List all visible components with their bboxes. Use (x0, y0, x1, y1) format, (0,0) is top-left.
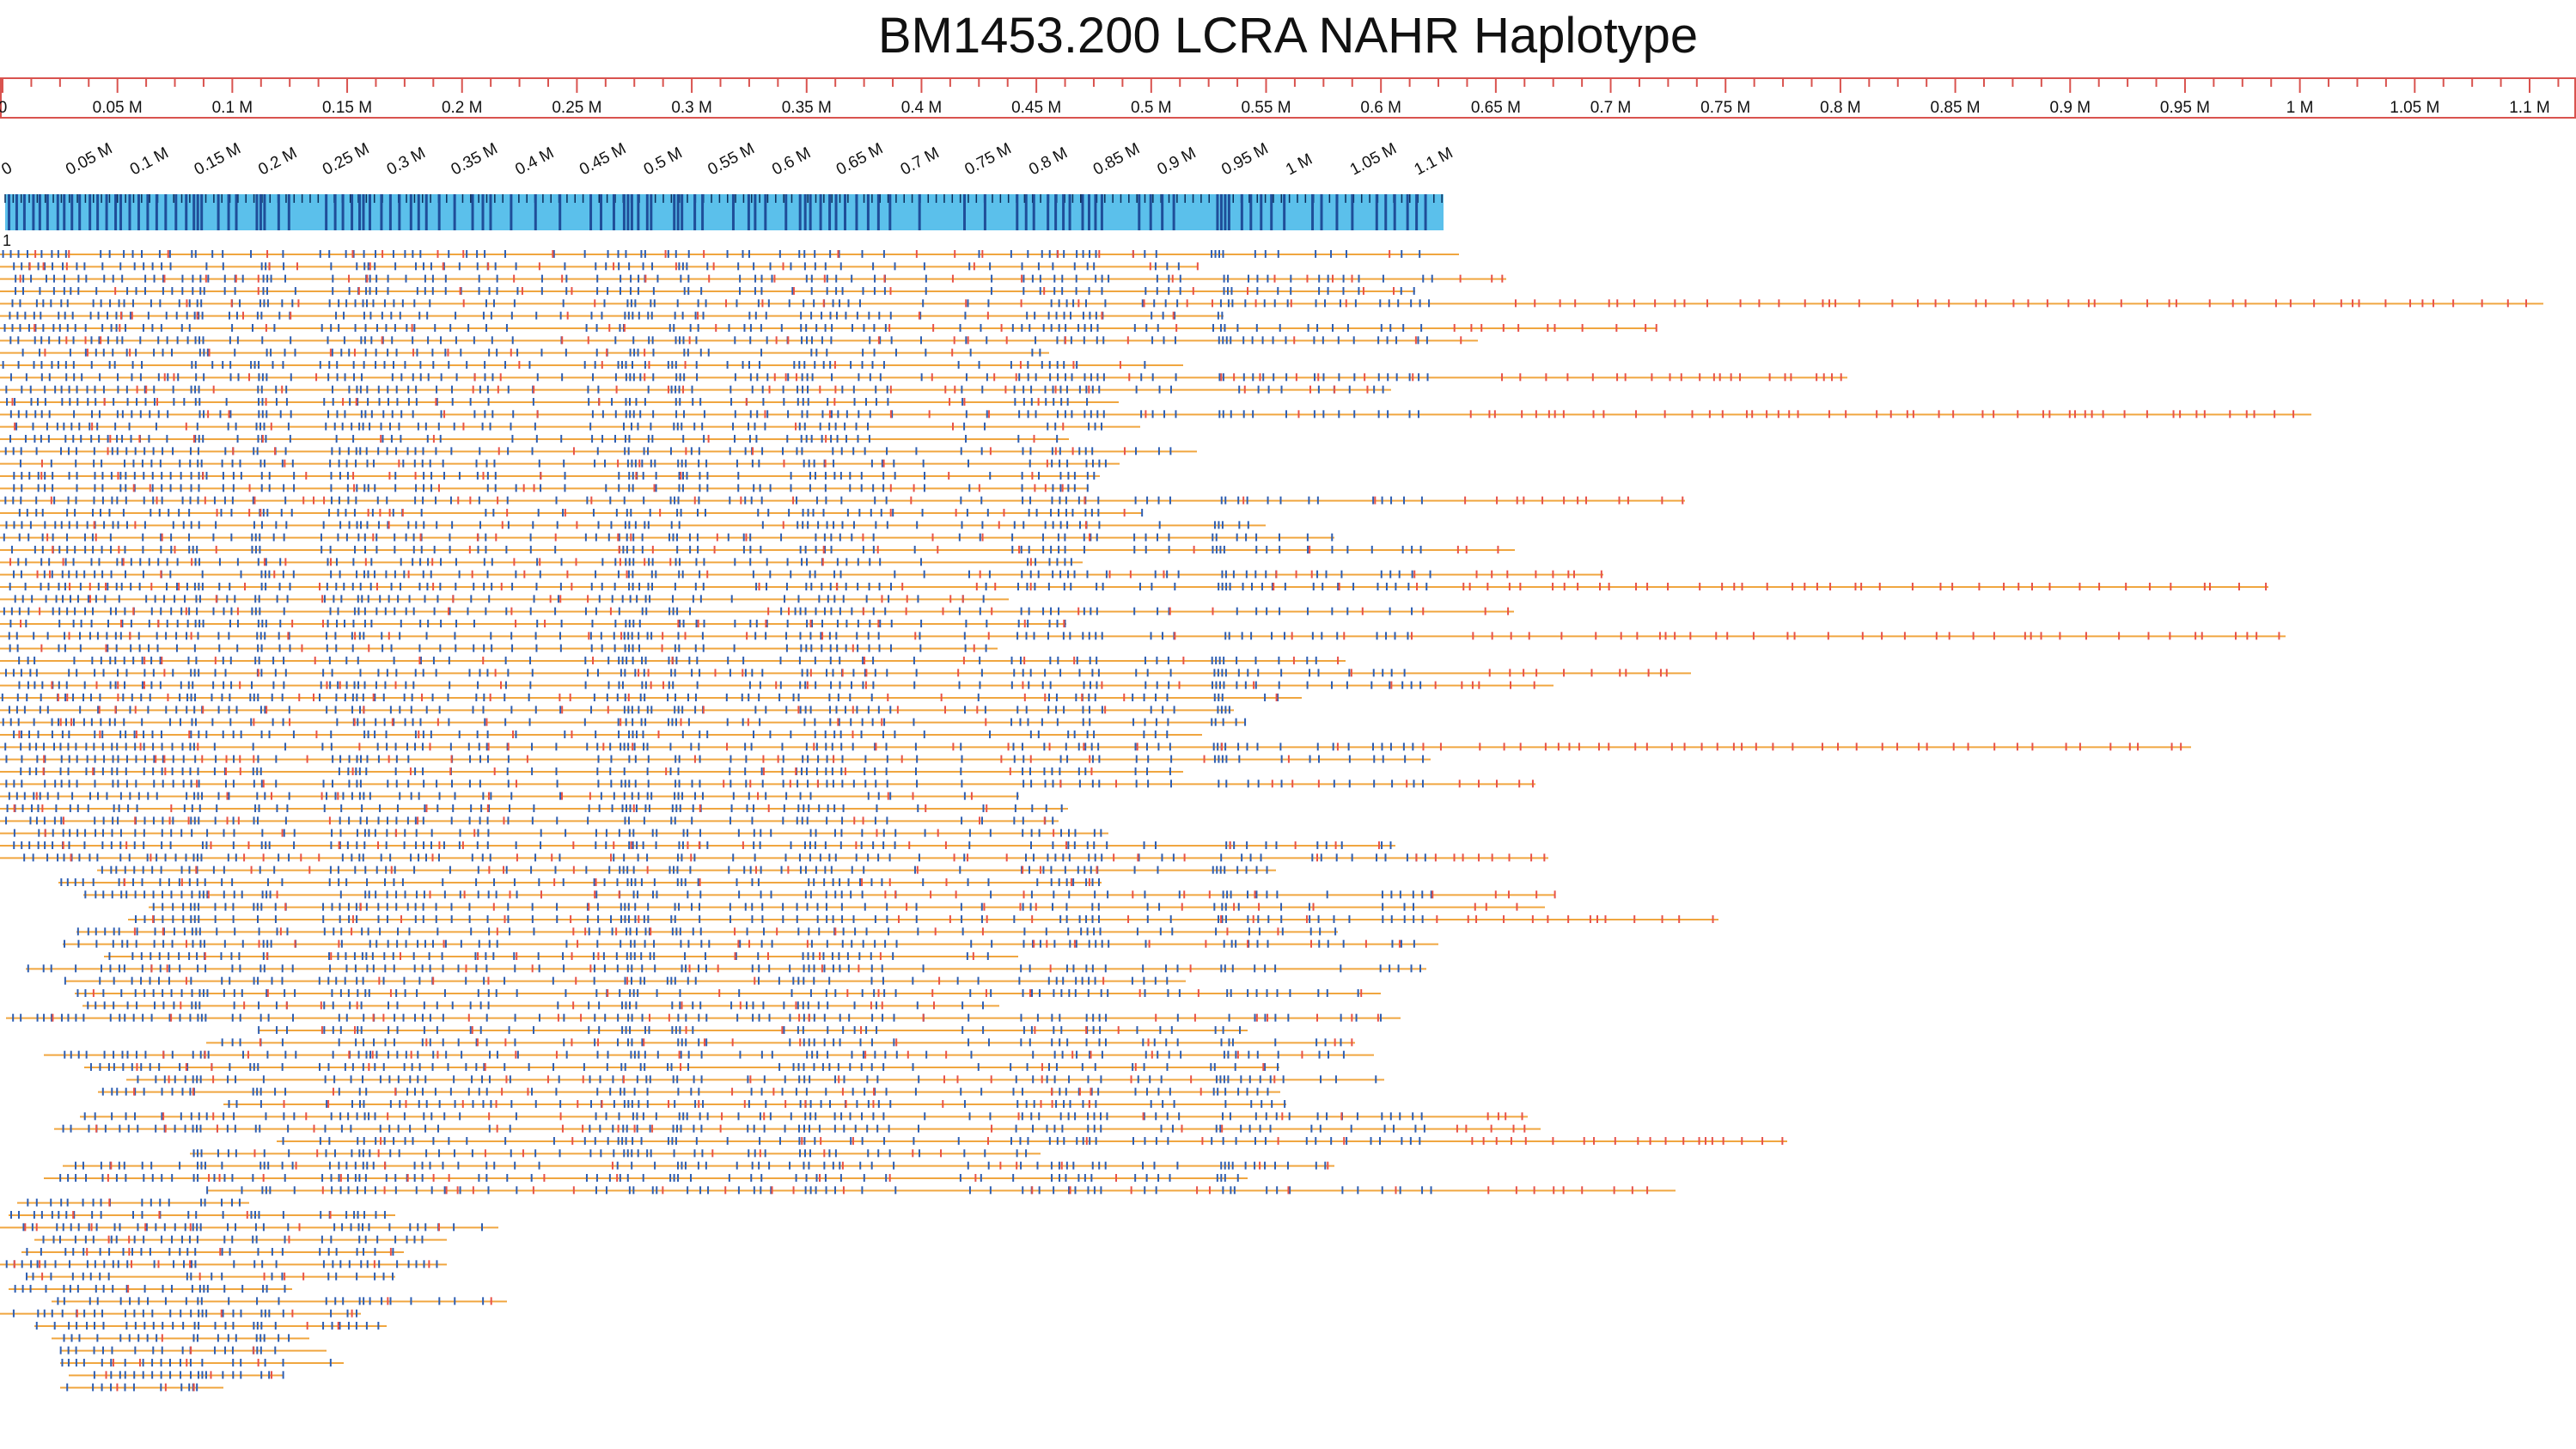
reference-id-label: 1 (3, 232, 11, 249)
contig-axis-tick-label: 0.35 M (449, 140, 501, 180)
top-axis: 0 0.05 M 0.1 M 0.15 M 0.2 M 0.25 M 0.3 M 0.35 M… (0, 77, 2576, 119)
top-axis-frame (0, 77, 2576, 119)
contig-axis-tick-label: 0.6 M (769, 144, 814, 180)
reference-map[interactable]: 1 (3, 194, 1444, 249)
top-axis-tick-label: 0.95 M (2160, 99, 2210, 117)
contig-axis-tick-label: 0.85 M (1090, 140, 1143, 180)
top-axis-tick-label: 0.15 M (322, 99, 372, 117)
contig-axis-tick-label: 0.65 M (833, 140, 886, 180)
contig-axis-tick-label: 0.75 M (961, 140, 1014, 180)
reference-contig-bar[interactable] (5, 194, 1444, 230)
page-title: BM1453.200 LCRA NAHR Haplotype (877, 8, 1699, 64)
contig-axis-tick-label: 0.3 M (384, 144, 429, 180)
top-axis-tick-label: 1.1 M (2509, 99, 2550, 117)
contig-axis-tick-label: 0.1 M (127, 144, 172, 180)
contig-axis-tick-label: 0.7 M (898, 144, 943, 180)
contig-axis-tick-label: 0.15 M (192, 140, 244, 180)
top-axis-tick-label: 1 M (2286, 99, 2314, 117)
top-axis-tick-label: 0 (0, 99, 7, 117)
contig-axis-tick-label: 0.25 M (320, 140, 372, 180)
top-axis-tick-label: 0.8 M (1820, 99, 1861, 117)
top-axis-tick-label: 0.9 M (2050, 99, 2091, 117)
top-axis-tick-label: 0.45 M (1011, 99, 1061, 117)
top-axis-tick-label: 0.85 M (1931, 99, 1981, 117)
top-axis-tick-label: 0.1 M (212, 99, 253, 117)
top-axis-tick-label: 0.4 M (901, 99, 943, 117)
contig-axis-tick-label: 0.05 M (63, 140, 115, 180)
top-axis-tick-label: 0.25 M (552, 99, 601, 117)
contig-axis-tick-label: 0.8 M (1026, 144, 1071, 180)
contig-axis-tick-label: 0.5 M (641, 144, 686, 180)
top-axis-tick-label: 0.5 M (1131, 99, 1172, 117)
contig-axis: 0 0.05 M 0.1 M 0.15 M 0.2 M 0.25 M 0.3 M 0.35 M… (0, 140, 1456, 180)
contig-axis-tick-label: 1 M (1283, 150, 1315, 179)
top-axis-tick-label: 0.05 M (93, 99, 143, 117)
top-axis-tick-label: 0.65 M (1471, 99, 1521, 117)
contig-axis-tick-label: 0.9 M (1155, 144, 1199, 180)
molecule-alignments[interactable] (0, 250, 2543, 1391)
top-axis-tick-label: 0.55 M (1241, 99, 1291, 117)
contig-axis-tick-label: 1.05 M (1347, 140, 1400, 180)
top-axis-tick-label: 1.05 M (2390, 99, 2439, 117)
contig-axis-tick-label: 0 (0, 159, 15, 180)
contig-axis-tick-label: 0.45 M (577, 140, 629, 180)
contig-axis-tick-label: 0.4 M (512, 144, 557, 180)
top-axis-tick-label: 0.3 M (671, 99, 712, 117)
top-axis-tick-label: 0.35 M (782, 99, 832, 117)
top-axis-tick-label: 0.7 M (1590, 99, 1632, 117)
contig-axis-tick-label: 0.95 M (1218, 140, 1271, 180)
top-axis-tick-label: 0.2 M (442, 99, 483, 117)
contig-axis-tick-label: 0.2 M (255, 144, 300, 180)
top-axis-tick-label: 0.6 M (1360, 99, 1401, 117)
top-axis-tick-label: 0.75 M (1700, 99, 1750, 117)
contig-axis-tick-label: 0.55 M (705, 140, 758, 180)
contig-axis-tick-label: 1.1 M (1412, 144, 1456, 180)
